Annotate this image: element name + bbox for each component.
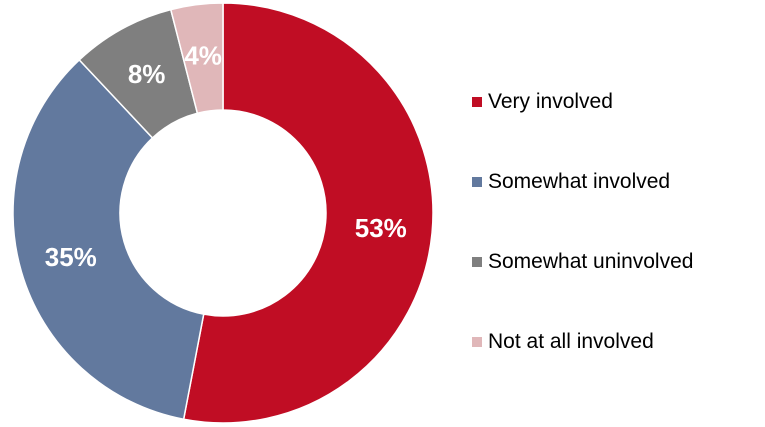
legend-item-somewhat-involved: Somewhat involved bbox=[472, 142, 762, 222]
legend-swatch-not-at-all-involved bbox=[472, 337, 482, 347]
slice-not-at-all-involved bbox=[169, 2, 224, 115]
legend-label-not-at-all-involved: Not at all involved bbox=[488, 330, 654, 353]
legend-label-somewhat-uninvolved: Somewhat uninvolved bbox=[488, 250, 694, 273]
legend-item-somewhat-uninvolved: Somewhat uninvolved bbox=[472, 222, 762, 302]
legend-swatch-somewhat-involved bbox=[472, 177, 482, 187]
legend-item-not-at-all-involved: Not at all involved bbox=[472, 302, 762, 382]
data-label-somewhat-uninvolved: 8% bbox=[128, 59, 166, 89]
legend: Very involved Somewhat involved Somewhat u… bbox=[472, 62, 762, 382]
legend-item-very-involved: Very involved bbox=[472, 62, 762, 142]
data-label-not-at-all-involved: 4% bbox=[184, 41, 222, 71]
legend-label-somewhat-involved: Somewhat involved bbox=[488, 170, 671, 193]
legend-label-very-involved: Very involved bbox=[488, 90, 613, 113]
legend-swatch-somewhat-uninvolved bbox=[472, 257, 482, 267]
slice-somewhat-involved bbox=[12, 58, 205, 421]
data-label-somewhat-involved: 35% bbox=[45, 242, 97, 272]
data-label-very-involved: 53% bbox=[355, 213, 407, 243]
donut-plot: 53% 35% 8% 4% bbox=[12, 2, 434, 424]
legend-swatch-very-involved bbox=[472, 97, 482, 107]
slice-very-involved bbox=[182, 2, 434, 424]
